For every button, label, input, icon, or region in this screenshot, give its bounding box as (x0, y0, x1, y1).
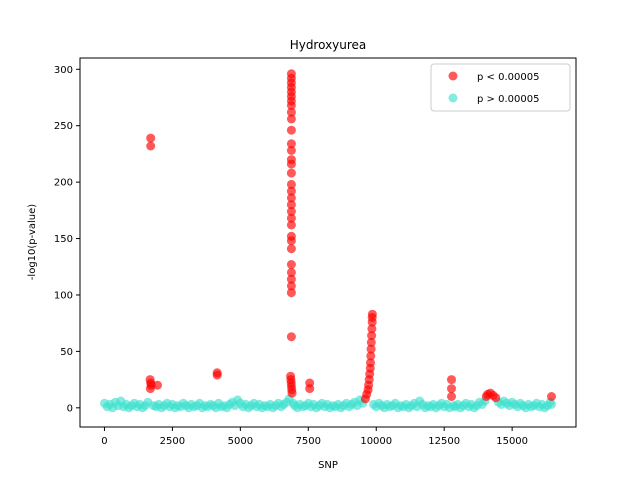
data-point (286, 146, 296, 155)
y-tick-label: 50 (60, 347, 73, 358)
y-axis-label: -log10(p-value) (27, 204, 38, 280)
data-point (286, 159, 296, 169)
data-point (366, 358, 375, 368)
x-tick-label: 5000 (228, 436, 253, 447)
y-axis: 0 50 100 150 200 250 300 (54, 65, 80, 414)
data-point (367, 324, 377, 334)
y-tick-label: 250 (54, 121, 73, 132)
data-point (286, 274, 296, 284)
data-point (366, 351, 376, 361)
data-point (146, 133, 156, 143)
data-point (287, 388, 297, 398)
data-point (286, 200, 296, 210)
data-point (447, 392, 456, 401)
data-point (547, 392, 556, 401)
plot-area (79, 57, 577, 428)
data-point (286, 220, 296, 230)
data-point (286, 260, 296, 269)
data-point (145, 384, 155, 394)
plot-frame (79, 57, 577, 428)
legend-label-significant: p < 0.00005 (477, 72, 539, 83)
data-point (286, 179, 296, 189)
y-tick-label: 100 (54, 290, 73, 301)
data-point (547, 399, 556, 409)
x-tick-label: 10000 (360, 436, 392, 447)
data-point (286, 139, 296, 149)
y-tick-label: 150 (54, 234, 73, 245)
x-tick-label: 0 (101, 436, 107, 447)
data-point (367, 309, 377, 319)
series-significant (145, 69, 556, 404)
points-layer (100, 69, 556, 413)
data-point (305, 384, 315, 394)
legend-marker-significant (448, 71, 458, 81)
data-point (153, 380, 162, 390)
data-point (286, 332, 296, 342)
chart-title: Hydroxyurea (290, 38, 367, 52)
data-point (367, 331, 377, 341)
data-point (286, 244, 296, 254)
data-point (447, 375, 456, 385)
data-point (286, 114, 296, 124)
data-point (286, 236, 296, 246)
data-point (286, 267, 296, 277)
data-point (447, 384, 456, 394)
data-point (286, 281, 296, 291)
data-point (286, 107, 296, 117)
data-point (212, 370, 222, 380)
x-axis-label: SNP (318, 460, 338, 471)
x-tick-label: 7500 (296, 436, 321, 447)
x-tick-label: 12500 (428, 436, 460, 447)
data-point (286, 186, 296, 196)
y-tick-label: 200 (54, 178, 73, 189)
data-point (286, 125, 296, 135)
x-tick-label: 15000 (496, 436, 528, 447)
legend-label-nonsignificant: p > 0.00005 (477, 94, 539, 105)
legend-frame (430, 63, 571, 112)
data-point (286, 193, 296, 203)
legend-marker-nonsignificant (448, 93, 458, 103)
data-point (286, 100, 296, 110)
x-axis: 0 2500 5000 7500 10000 12500 15000 (101, 427, 528, 447)
y-tick-label: 300 (54, 65, 73, 76)
legend: p < 0.00005 p > 0.00005 (430, 63, 571, 112)
y-tick-label: 0 (67, 403, 73, 414)
series-nonsignificant (100, 394, 556, 413)
data-point (286, 213, 296, 223)
data-point (286, 288, 296, 298)
data-point (286, 207, 296, 216)
data-point (366, 337, 376, 347)
data-point (146, 141, 156, 151)
data-point (286, 168, 296, 178)
data-point (491, 393, 501, 403)
data-point (366, 344, 376, 354)
x-tick-label: 2500 (160, 436, 185, 447)
